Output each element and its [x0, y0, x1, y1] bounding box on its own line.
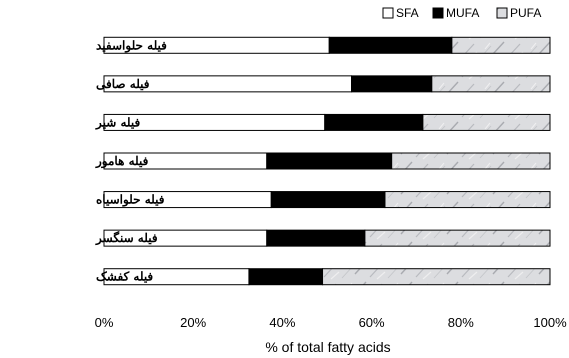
bar-mufa — [266, 152, 393, 170]
category-label: فیله حلواسفید — [96, 38, 167, 53]
bar-mufa — [351, 75, 433, 93]
legend-label-mufa: MUFA — [446, 6, 479, 20]
legend: SFA MUFA PUFA — [382, 6, 541, 20]
category-label: فیله صافی — [96, 77, 150, 91]
bars — [103, 36, 551, 286]
bar-mufa — [270, 191, 386, 209]
bar-mufa — [248, 268, 324, 286]
x-tick-label: 0% — [95, 315, 114, 330]
bar-pufa — [384, 191, 551, 209]
category-labels: فیله حلواسفید فیله صافی فیله شیر فیله هامور… — [95, 38, 167, 283]
category-label: فیله هامور — [95, 154, 149, 169]
legend-swatch-pufa — [496, 7, 508, 19]
bar-mufa — [328, 36, 453, 54]
x-axis: 0% 20% 40% 60% 80% 100% — [95, 315, 567, 330]
legend-swatch-sfa — [382, 7, 394, 19]
bar-pufa — [451, 36, 551, 54]
x-tick-label: 60% — [359, 315, 385, 330]
bar-mufa — [324, 113, 424, 131]
x-tick-label: 80% — [448, 315, 474, 330]
x-tick-label: 100% — [533, 315, 567, 330]
bar-mufa — [266, 229, 366, 247]
category-label: فیله شیر — [95, 115, 141, 130]
legend-label-sfa: SFA — [396, 6, 419, 20]
legend-label-pufa: PUFA — [510, 6, 541, 20]
bar-pufa — [431, 75, 551, 93]
x-tick-label: 40% — [269, 315, 295, 330]
category-label: فیله سنگسر — [95, 230, 158, 246]
bar-pufa — [422, 113, 551, 131]
legend-swatch-mufa — [432, 7, 444, 19]
bar-pufa — [364, 229, 551, 247]
x-tick-label: 20% — [180, 315, 206, 330]
bar-pufa — [391, 152, 551, 170]
category-label: فیله کفشک — [96, 270, 153, 284]
category-label: فیله حلواسیاه — [96, 193, 165, 208]
x-axis-label: % of total fatty acids — [265, 339, 390, 355]
bar-pufa — [322, 268, 551, 286]
